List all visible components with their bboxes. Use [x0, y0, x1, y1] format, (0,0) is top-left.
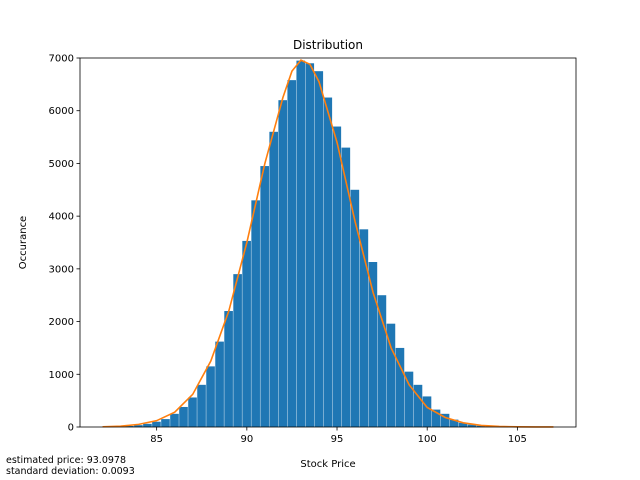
x-tick-label: 90 [240, 434, 253, 445]
estimated-price-note: estimated price: 93.0978 [6, 455, 127, 466]
histogram-bar [350, 189, 360, 427]
histogram-bar [467, 424, 477, 427]
x-axis-ticks: 85 90 95 100 105 [150, 427, 527, 445]
histogram-bar [260, 166, 269, 428]
histogram-bar [377, 295, 387, 427]
histogram-bar [179, 406, 188, 427]
y-tick-label: 3000 [49, 264, 74, 275]
histogram-bar [422, 396, 432, 427]
histogram-bar [395, 347, 405, 427]
y-axis-ticks: 0 1000 2000 3000 4000 5000 6000 7000 [49, 54, 80, 434]
histogram-bar [125, 425, 134, 427]
histogram-bar [431, 409, 441, 427]
x-tick-label: 95 [331, 434, 344, 445]
histogram-bar [188, 397, 197, 427]
y-tick-label: 4000 [49, 212, 74, 223]
histogram-bar [170, 413, 179, 427]
histogram-bar [404, 371, 414, 427]
histogram-bar [332, 126, 342, 428]
histogram-bar [296, 60, 306, 428]
histogram-bar [287, 80, 297, 427]
y-tick-label: 0 [68, 423, 74, 434]
histogram-bar [242, 240, 251, 427]
histogram-bar [341, 147, 351, 427]
histogram-bar [476, 425, 486, 427]
y-tick-label: 1000 [49, 370, 74, 381]
histogram-bar [224, 311, 233, 427]
histogram-bar [305, 63, 315, 428]
y-tick-label: 6000 [49, 106, 74, 117]
histogram-bar [233, 274, 242, 427]
x-tick-label: 105 [508, 434, 527, 445]
histogram-bar [368, 262, 378, 427]
histogram-bar [251, 200, 260, 427]
x-tick-label: 85 [150, 434, 163, 445]
chart-title: Distribution [293, 38, 363, 52]
histogram-bar [269, 131, 278, 428]
histogram-bar [161, 419, 170, 427]
histogram-bar [359, 229, 369, 427]
histogram-bar [152, 421, 161, 427]
x-axis-label: Stock Price [300, 459, 355, 470]
density-line [102, 59, 554, 428]
histogram-bar [323, 97, 333, 428]
histogram-bar [458, 422, 468, 427]
y-tick-label: 2000 [49, 317, 74, 328]
histogram-bar [386, 323, 396, 427]
histogram-bar [206, 366, 215, 427]
y-axis-label: Occurance [18, 216, 29, 269]
plot-frame [79, 57, 577, 428]
histogram-bar [449, 419, 459, 427]
histogram-bar [278, 100, 288, 428]
histogram-bars [107, 60, 531, 428]
histogram-bar [215, 341, 224, 427]
histogram-bar [440, 413, 450, 427]
histogram-bar [134, 425, 143, 427]
histogram-bar [143, 423, 152, 427]
histogram-bar [413, 384, 423, 427]
standard-deviation-note: standard deviation: 0.0093 [6, 466, 135, 477]
histogram-bar [314, 71, 324, 427]
histogram-bar [197, 384, 206, 427]
y-tick-label: 5000 [49, 159, 74, 170]
x-tick-label: 100 [418, 434, 437, 445]
y-tick-label: 7000 [49, 54, 74, 65]
